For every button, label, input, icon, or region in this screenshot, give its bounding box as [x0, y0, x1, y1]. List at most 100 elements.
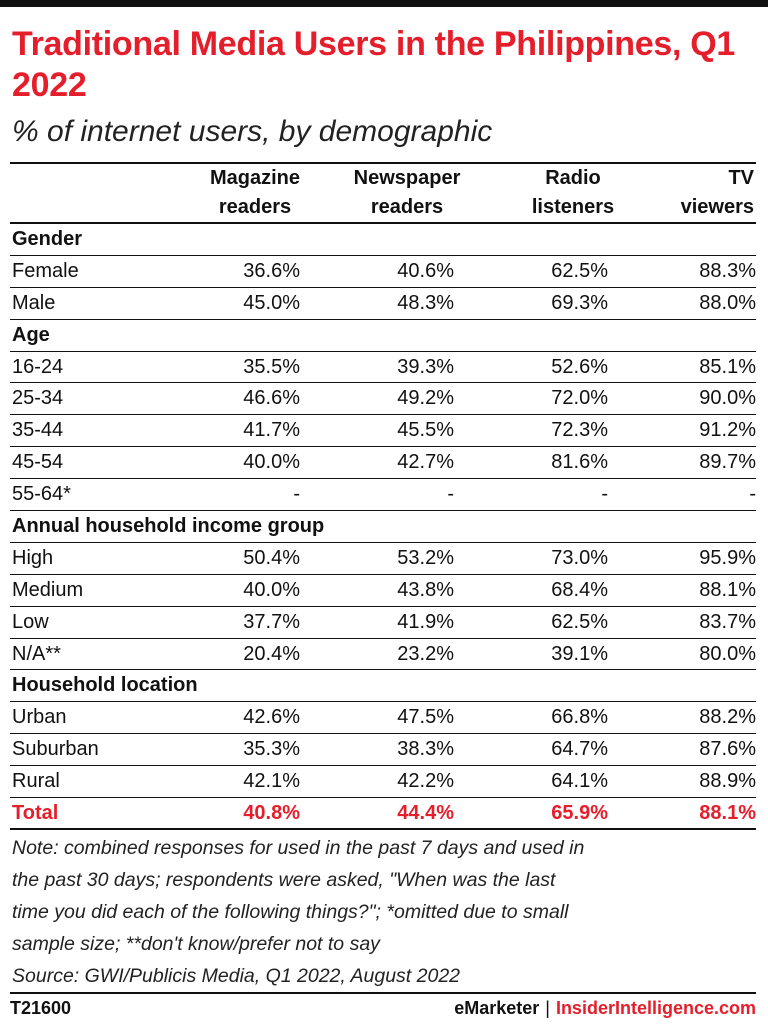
table-cell: 45.5%: [397, 419, 454, 442]
source-line: Source: GWI/Publicis Media, Q1 2022, Aug…: [12, 965, 461, 987]
note-line: Note: combined responses for used in the…: [12, 837, 585, 859]
table-cell: 20.4%: [243, 642, 300, 665]
footer-brand: eMarketer | InsiderIntelligence.com: [454, 996, 756, 1020]
row-label: Suburban: [12, 738, 99, 761]
table-row: Urban 42.6% 47.5% 66.8% 88.2%: [10, 702, 756, 735]
column-header-line: Magazine: [209, 167, 301, 189]
table-row: Rural 42.1% 42.2% 64.1% 88.9%: [10, 766, 756, 799]
table-cell: 72.3%: [551, 419, 608, 442]
table-cell: 42.7%: [397, 451, 454, 474]
table-cell: 89.7%: [699, 451, 756, 474]
table-cell: 35.5%: [243, 355, 300, 378]
row-label: Male: [12, 291, 56, 314]
table-row: 45-54 40.0% 42.7% 81.6% 89.7%: [10, 447, 756, 480]
table-cell: 42.2%: [397, 770, 454, 793]
table-cell: 65.9%: [551, 802, 608, 825]
chart-note: Note: combined responses for used in the…: [12, 832, 758, 992]
note-line: time you did each of the following thing…: [12, 901, 569, 923]
table-row: Suburban 35.3% 38.3% 64.7% 87.6%: [10, 734, 756, 767]
table-group-row: Age: [10, 320, 756, 352]
row-label: Total: [12, 802, 59, 825]
table-cell: -: [601, 483, 608, 506]
table-row: Female 36.6% 40.6% 62.5% 88.3%: [10, 256, 756, 288]
chart-id: T21600: [10, 998, 72, 1018]
table-cell: 62.5%: [551, 610, 608, 633]
table-cell: 40.0%: [243, 578, 300, 601]
table-cell: -: [447, 483, 454, 506]
chart-subtitle: % of internet users, by demographic: [12, 115, 493, 148]
row-label: N/A**: [12, 642, 61, 665]
table-cell: 42.1%: [243, 770, 300, 793]
table-cell: 64.7%: [551, 738, 608, 761]
column-header-line: Newspaper: [353, 167, 461, 189]
table-cell: 88.1%: [699, 802, 756, 825]
table-cell: 38.3%: [397, 738, 454, 761]
table-row: High 50.4% 53.2% 73.0% 95.9%: [10, 543, 756, 575]
column-header-line: readers: [218, 196, 292, 218]
table-cell: 39.1%: [551, 642, 608, 665]
table-cell: 80.0%: [699, 642, 756, 665]
row-label: 16-24: [12, 355, 64, 378]
table-cell: 81.6%: [551, 451, 608, 474]
table-row: 35-44 41.7% 45.5% 72.3% 91.2%: [10, 415, 756, 448]
table-cell: 47.5%: [397, 706, 454, 729]
table-cell: 88.2%: [699, 706, 756, 729]
table-body: Gender Female 36.6% 40.6% 62.5% 88.3% Male 45.0…: [10, 224, 756, 830]
table-header: Magazine readers Newspaper readers Radio…: [10, 162, 756, 224]
table-cell: 46.6%: [243, 387, 300, 410]
row-label: 25-34: [12, 387, 64, 410]
note-line: sample size; **don't know/prefer not to …: [12, 933, 380, 955]
column-header-tv: TV viewers: [636, 164, 754, 222]
table-cell: 88.0%: [699, 291, 756, 314]
column-header-magazine: Magazine readers: [180, 164, 330, 222]
group-label: Gender: [12, 228, 83, 250]
table-cell: 85.1%: [699, 355, 756, 378]
table-cell: 35.3%: [243, 738, 300, 761]
table-cell: 91.2%: [699, 419, 756, 442]
table-cell: -: [293, 483, 300, 506]
brand-site: InsiderIntelligence.com: [555, 998, 756, 1018]
table-cell: 44.4%: [397, 802, 454, 825]
table-cell: 41.9%: [397, 610, 454, 633]
table-row: Medium 40.0% 43.8% 68.4% 88.1%: [10, 575, 756, 607]
chart-title: Traditional Media Users in the Philippin…: [12, 25, 736, 104]
group-label: Annual household income group: [12, 515, 325, 538]
table-cell: 40.6%: [397, 259, 454, 282]
row-label: Rural: [12, 770, 60, 793]
table-cell: 62.5%: [551, 259, 608, 282]
column-header-line: viewers: [680, 196, 754, 218]
table-cell: 36.6%: [243, 259, 300, 282]
table-cell: 95.9%: [699, 546, 756, 569]
table-cell: -: [749, 483, 756, 506]
table-cell: 88.3%: [699, 259, 756, 282]
table-cell: 40.8%: [243, 802, 300, 825]
table-row: Low 37.7% 41.9% 62.5% 83.7%: [10, 607, 756, 639]
table-cell: 88.9%: [699, 770, 756, 793]
table-cell: 87.6%: [699, 738, 756, 761]
column-header-newspaper: Newspaper readers: [332, 164, 482, 222]
table-row: N/A** 20.4% 23.2% 39.1% 80.0%: [10, 639, 756, 671]
row-label: Low: [12, 610, 49, 633]
table-cell: 39.3%: [397, 355, 454, 378]
table-group-row: Gender: [10, 224, 756, 256]
table-cell: 43.8%: [397, 578, 454, 601]
table-cell: 90.0%: [699, 387, 756, 410]
table-cell: 41.7%: [243, 419, 300, 442]
row-label: 35-44: [12, 419, 64, 442]
row-label: 55-64*: [12, 483, 71, 506]
row-label: 45-54: [12, 451, 64, 474]
table-row: 55-64* - - - -: [10, 479, 756, 512]
table-cell: 42.6%: [243, 706, 300, 729]
footer: T21600 eMarketer | InsiderIntelligence.com: [10, 992, 756, 1022]
table-cell: 37.7%: [243, 610, 300, 633]
row-label: High: [12, 546, 54, 569]
group-label: Household location: [12, 674, 198, 697]
table-cell: 72.0%: [551, 387, 608, 410]
table-cell: 52.6%: [551, 355, 608, 378]
table-group-row: Annual household income group: [10, 511, 756, 543]
table-cell: 53.2%: [397, 546, 454, 569]
column-header-line: readers: [370, 196, 444, 218]
top-rule: [0, 0, 768, 7]
column-header-line: listeners: [531, 196, 615, 218]
group-label: Age: [12, 323, 50, 346]
